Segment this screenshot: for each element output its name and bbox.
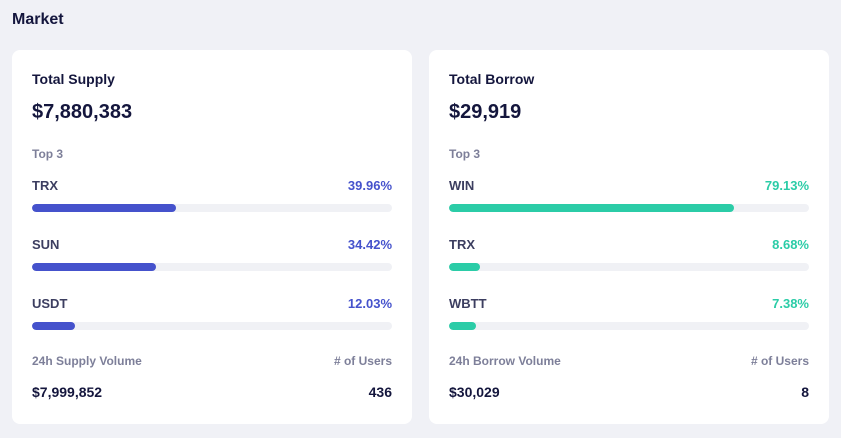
total-borrow-card: Total Borrow $29,919 Top 3 WIN 79.13% TR… [429, 50, 829, 424]
total-supply-card: Total Supply $7,880,383 Top 3 TRX 39.96%… [12, 50, 412, 424]
supply-total-amount: $7,880,383 [32, 101, 133, 123]
supply-asset-name: SUN [32, 237, 60, 252]
supply-volume-label: 24h Supply Volume [32, 354, 142, 368]
borrow-asset-row: WIN 79.13% [449, 178, 809, 218]
supply-progress-fill [32, 322, 76, 330]
supply-asset-percent: 34.42% [347, 237, 392, 252]
supply-asset-row: USDT 12.03% [32, 296, 392, 336]
supply-top-label: Top 3 [32, 147, 64, 161]
supply-asset-name: TRX [32, 178, 58, 193]
borrow-progress-track [449, 204, 809, 212]
borrow-total-amount: $29,919 [449, 101, 522, 123]
borrow-volume-label: 24h Borrow Volume [449, 354, 561, 368]
supply-progress-track [32, 263, 392, 271]
borrow-asset-percent: 7.38% [772, 296, 809, 311]
borrow-asset-name: WIN [449, 178, 475, 193]
supply-progress-fill [32, 204, 176, 212]
supply-progress-track [32, 204, 392, 212]
supply-asset-percent: 12.03% [347, 296, 392, 311]
borrow-asset-row: TRX 8.68% [449, 237, 809, 277]
supply-asset-name: USDT [32, 296, 68, 311]
borrow-users-value: 8 [801, 384, 809, 400]
borrow-progress-track [449, 263, 809, 271]
borrow-progress-fill [449, 263, 481, 271]
supply-progress-fill [32, 263, 156, 271]
supply-asset-row: SUN 34.42% [32, 237, 392, 277]
borrow-progress-fill [449, 204, 734, 212]
supply-progress-track [32, 322, 392, 330]
supply-volume-value: $7,999,852 [32, 384, 103, 400]
borrow-asset-row: WBTT 7.38% [449, 296, 809, 336]
supply-users-value: 436 [368, 384, 392, 400]
borrow-asset-name: WBTT [449, 296, 487, 311]
borrow-asset-name: TRX [449, 237, 475, 252]
borrow-volume-value: $30,029 [449, 384, 500, 400]
borrow-progress-fill [449, 322, 476, 330]
supply-card-title: Total Supply [32, 71, 115, 87]
supply-asset-row: TRX 39.96% [32, 178, 392, 218]
page-title: Market [12, 11, 64, 28]
borrow-users-label: # of Users [750, 354, 809, 368]
borrow-asset-percent: 79.13% [764, 178, 809, 193]
supply-asset-percent: 39.96% [347, 178, 392, 193]
borrow-progress-track [449, 322, 809, 330]
borrow-card-title: Total Borrow [449, 71, 535, 87]
borrow-top-label: Top 3 [449, 147, 481, 161]
supply-users-label: # of Users [333, 354, 392, 368]
borrow-asset-percent: 8.68% [772, 237, 809, 252]
